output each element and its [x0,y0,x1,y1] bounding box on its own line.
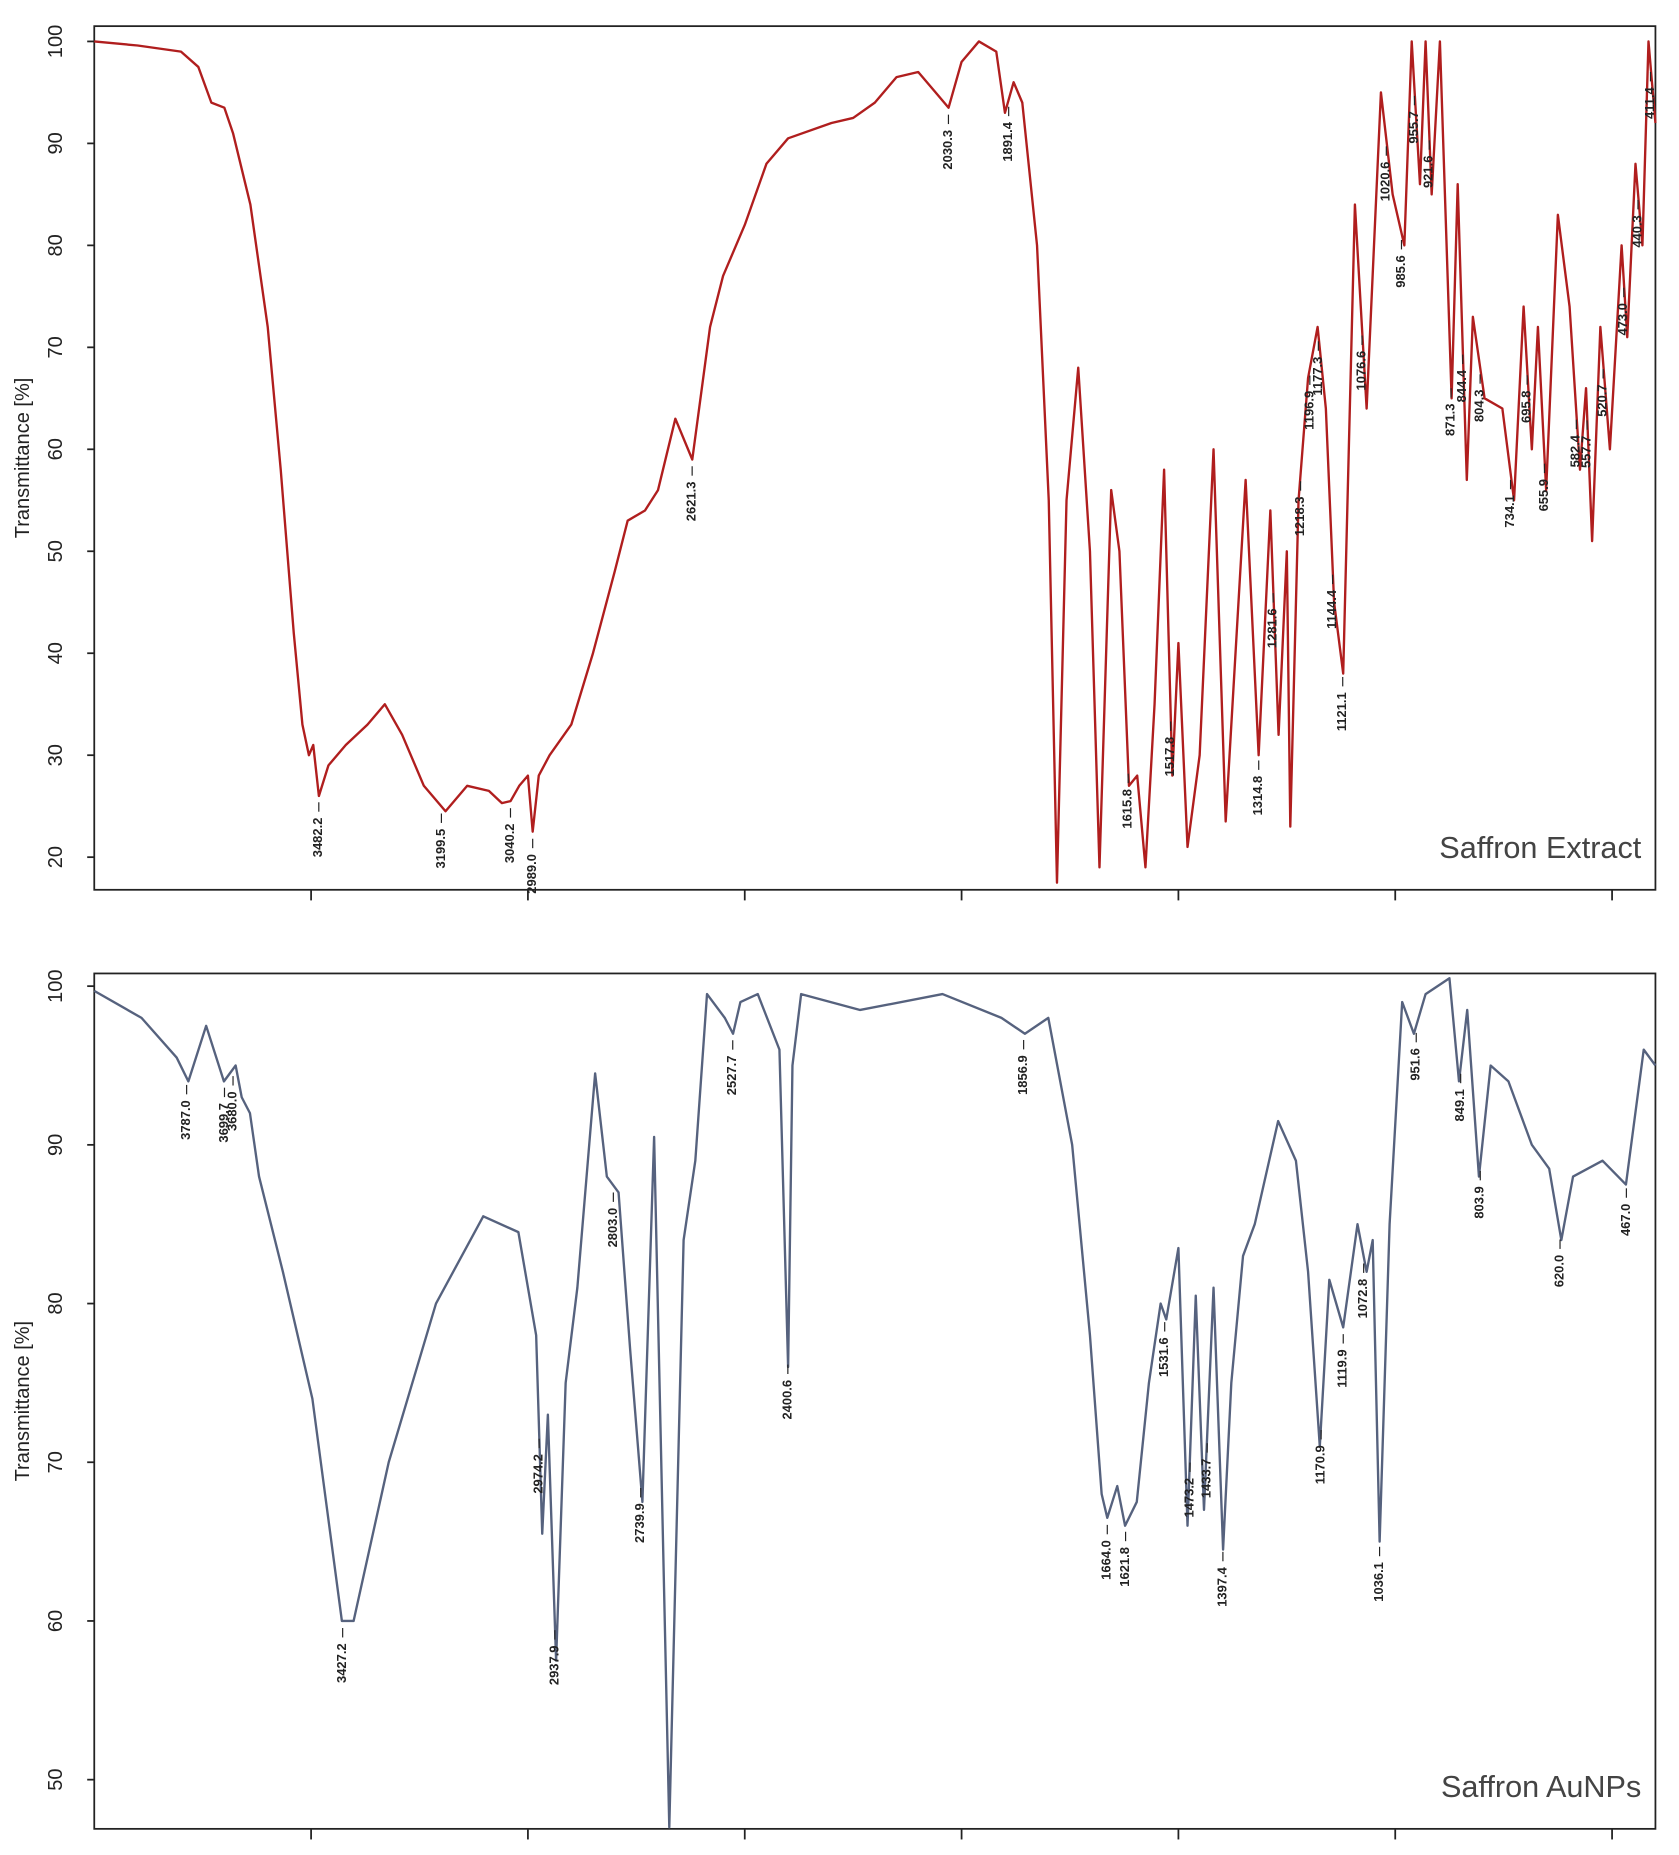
peak-label: 473.0 [1615,303,1630,335]
peak-label: 1473.2 [1181,1478,1196,1518]
y-tick-label: 100 [45,969,67,1002]
peak-label: 2527.7 [724,1056,739,1096]
peak-label: 1664.0 [1099,1540,1114,1580]
peak-label: 3680.0 [224,1091,239,1131]
peak-label: 1615.8 [1120,789,1135,829]
peak-label: 2937.9 [546,1645,561,1685]
peak-label: 3699.7 [216,1103,231,1143]
peak-label: 2803.0 [605,1208,620,1248]
peak-label: 1196.9 [1301,391,1316,430]
peak-label: 440.3 [1629,215,1644,247]
y-tick-label: 90 [45,132,67,154]
y-tick-label: 60 [45,1610,67,1632]
plot-frame [93,972,1657,1830]
peak-label: 1020.6 [1378,162,1393,202]
peak-label: 582.4 [1568,434,1583,467]
peak-label: 2621.3 [684,482,699,522]
y-tick-label: 100 [45,25,67,58]
peak-label: 1121.1 [1334,692,1349,731]
peak-label: 871.3 [1442,404,1457,436]
peak-label: 620.0 [1551,1255,1566,1287]
peak-label: 520.7 [1595,384,1610,416]
y-tick-label: 70 [45,1451,67,1473]
y-tick-label: 90 [45,1134,67,1156]
peak-label: 1314.8 [1250,776,1265,816]
peak-label: 2739.9 [632,1503,647,1543]
peak-label: 2989.0 [524,854,539,894]
peak-label: 1856.9 [1015,1055,1030,1095]
spectrum-line [93,977,1657,1829]
peak-label: 411.4 [1642,86,1657,118]
y-tick-label: 30 [45,744,67,766]
peak-label: 3482.2 [310,818,325,858]
y-tick-label: 70 [45,336,67,358]
y-tick-label: 20 [45,846,67,868]
peak-label: 3427.2 [334,1643,349,1683]
y-axis-label: Transmittance [%] [12,378,34,539]
peak-label: 1517.8 [1162,737,1177,777]
peak-label: 1621.8 [1117,1547,1132,1587]
peak-label: 951.6 [1408,1048,1423,1080]
y-tick-label: 50 [45,540,67,562]
peak-label: 1218.3 [1292,497,1307,537]
spectrum-line [94,40,1657,884]
peak-label: 1036.1 [1371,1562,1386,1602]
y-tick-label: 80 [45,1292,67,1314]
peak-label: 1531.6 [1156,1337,1171,1377]
y-axis-label: Transmittance [%] [12,1321,34,1482]
peak-label: 1119.9 [1335,1349,1350,1387]
peak-label: 1072.8 [1355,1279,1370,1319]
plot-frame [93,25,1657,891]
y-tick-label: 50 [45,1769,67,1791]
peak-label: 1433.7 [1199,1459,1214,1499]
peak-label: 1144.4 [1324,589,1339,629]
series-name: Saffron Extract [1439,831,1641,865]
series-name: Saffron AuNPs [1441,1770,1641,1804]
peak-label: 985.6 [1393,255,1408,287]
peak-label: 921.6 [1421,156,1436,188]
peak-label: 557.7 [1578,436,1593,468]
peak-label: 2974.2 [531,1454,546,1494]
peak-label: 3199.5 [433,829,448,869]
y-tick-label: 40 [45,642,67,664]
peak-label: 467.0 [1618,1204,1633,1236]
peak-label: 1177.3 [1310,357,1325,396]
peak-label: 844.4 [1454,369,1469,402]
peak-label: 655.9 [1536,479,1551,511]
peak-label: 804.3 [1472,390,1487,422]
peak-label: 3787.0 [178,1100,193,1140]
peak-label: 1397.4 [1214,1566,1229,1606]
peak-label: 1170.9 [1313,1445,1328,1484]
peak-label: 849.1 [1452,1089,1467,1121]
peak-label: 2400.6 [779,1380,794,1420]
peak-label: 3040.2 [502,823,517,863]
y-tick-label: 60 [45,438,67,460]
peak-label: 1891.4 [1000,121,1015,161]
y-tick-label: 80 [45,234,67,256]
peak-label: 2030.3 [940,130,955,170]
peak-label: 803.9 [1472,1186,1487,1218]
peak-label: 955.7 [1406,111,1421,143]
peak-label: 1281.6 [1265,608,1280,648]
peak-label: 1076.6 [1353,351,1368,391]
peak-label: 734.1 [1502,495,1517,527]
peak-label: 695.8 [1519,391,1534,423]
